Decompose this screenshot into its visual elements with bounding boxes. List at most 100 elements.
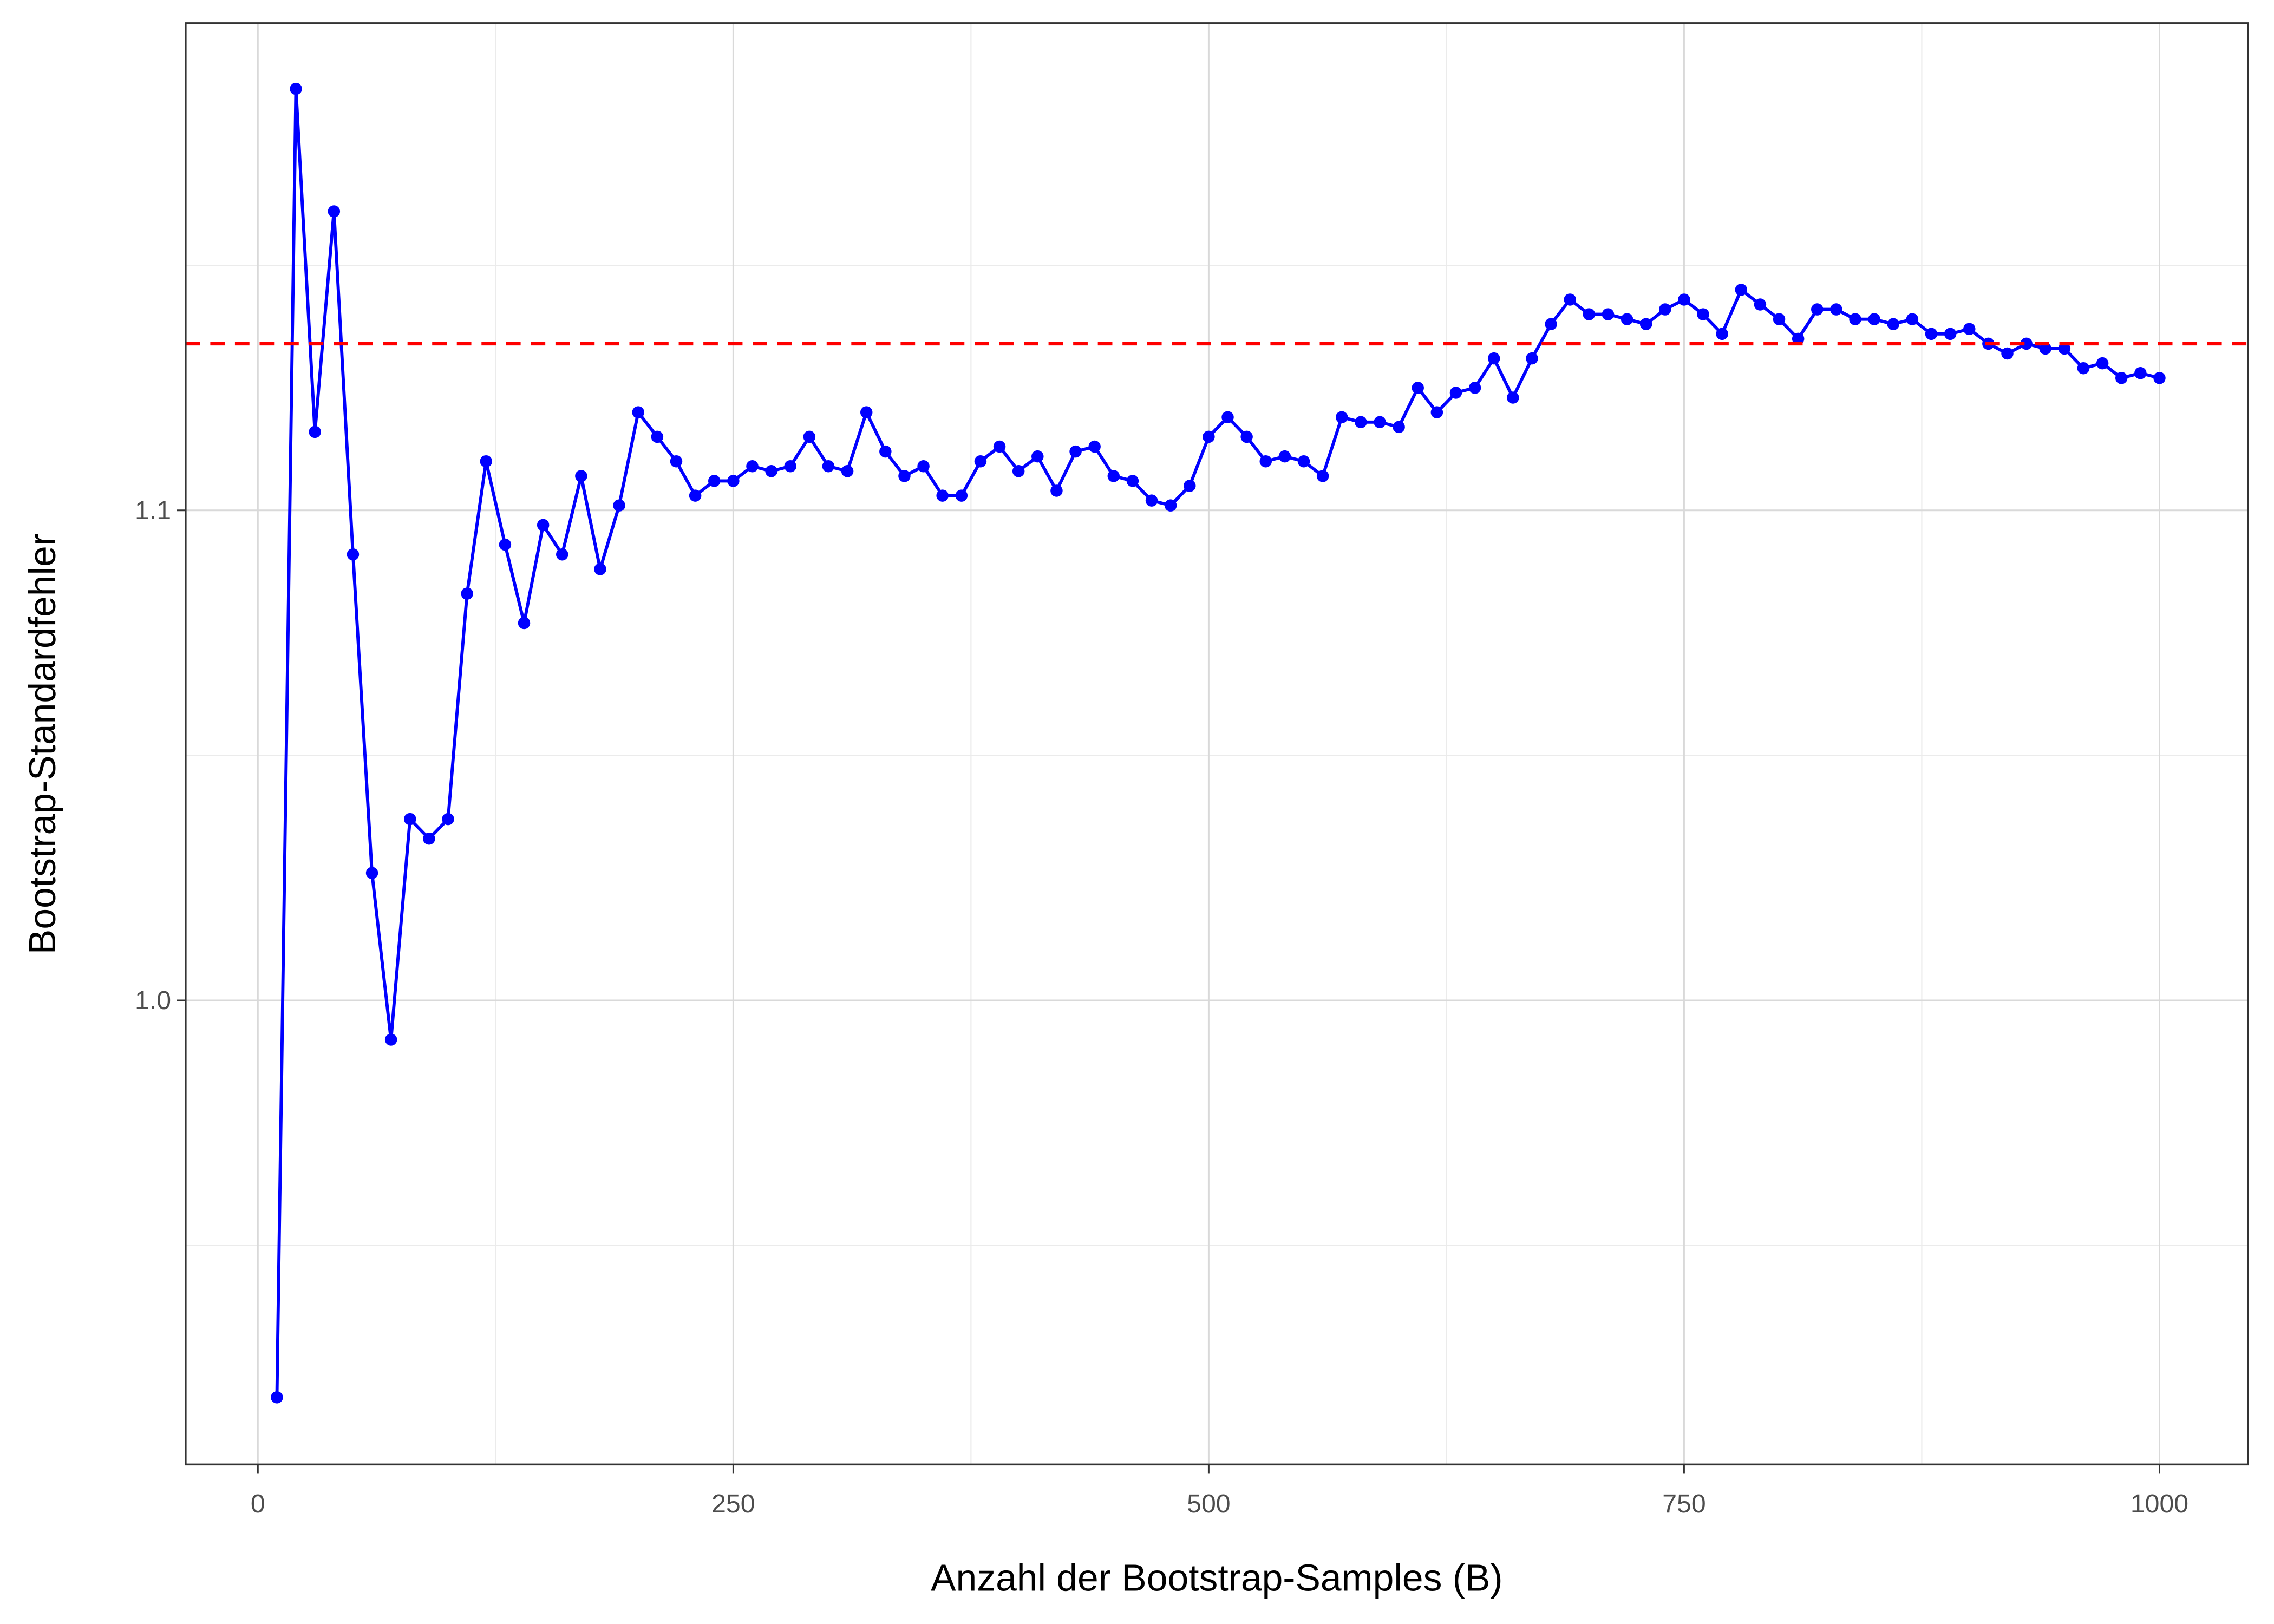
data-point: [1203, 430, 1215, 443]
data-point: [1221, 411, 1234, 423]
data-point: [2039, 342, 2051, 355]
data-point: [1906, 313, 1919, 325]
data-point: [803, 430, 816, 443]
data-point: [442, 813, 454, 826]
data-point: [1735, 284, 1748, 296]
data-point: [1564, 293, 1576, 306]
data-point: [1412, 382, 1424, 394]
data-point: [1184, 480, 1196, 492]
data-point: [1278, 450, 1291, 463]
data-point: [1335, 411, 1348, 423]
x-tick-label: 500: [1187, 1489, 1230, 1518]
data-point: [423, 833, 435, 845]
data-point: [271, 1391, 283, 1404]
data-point: [1430, 406, 1443, 418]
data-point: [1963, 323, 1976, 336]
data-point: [1925, 328, 1938, 340]
data-point: [841, 465, 854, 477]
data-point: [936, 489, 949, 502]
y-axis-title: Bootstrap-Standardfehler: [21, 533, 63, 954]
data-point: [404, 813, 416, 826]
data-point: [309, 425, 321, 438]
data-point: [1088, 440, 1101, 453]
data-point: [974, 455, 987, 468]
data-point: [1773, 313, 1786, 325]
data-point: [1145, 494, 1158, 507]
data-point: [556, 548, 568, 561]
data-point: [1659, 303, 1671, 316]
data-point: [1639, 318, 1652, 330]
data-point: [1583, 308, 1596, 320]
data-point: [2096, 357, 2109, 370]
data-point: [1468, 382, 1481, 394]
data-point: [1716, 328, 1728, 340]
data-point: [328, 205, 341, 218]
panel-border: [185, 22, 2249, 1466]
data-point: [1069, 445, 1082, 458]
data-point: [955, 489, 968, 502]
data-point: [1887, 318, 1900, 330]
x-tick-label: 0: [251, 1489, 265, 1518]
data-point: [2058, 342, 2071, 355]
data-point: [1449, 387, 1462, 399]
data-point: [1355, 416, 1367, 429]
data-point: [461, 587, 473, 600]
data-point: [1374, 416, 1386, 429]
data-point: [290, 82, 302, 95]
data-point: [1849, 313, 1861, 325]
data-point: [879, 445, 892, 458]
data-point: [1545, 318, 1557, 330]
data-point: [1526, 352, 1538, 365]
data-point: [727, 475, 740, 487]
data-point: [384, 1033, 397, 1046]
x-tick-label: 1000: [2131, 1489, 2188, 1518]
data-point: [1830, 303, 1842, 316]
data-point: [1620, 313, 1633, 325]
x-axis-title: Anzahl der Bootstrap-Samples (B): [931, 1556, 1502, 1599]
x-tick-label: 750: [1662, 1489, 1706, 1518]
data-point: [518, 617, 531, 630]
data-point: [1868, 313, 1880, 325]
data-point: [1050, 484, 1063, 497]
data-line: [275, 89, 2160, 1398]
data-point: [1944, 328, 1957, 340]
y-tick-label: 1.0: [135, 986, 171, 1015]
data-point: [917, 460, 930, 473]
data-point: [1393, 421, 1405, 434]
data-point: [1678, 293, 1690, 306]
data-point: [993, 440, 1006, 453]
data-point: [537, 519, 550, 532]
data-point: [575, 470, 587, 482]
data-point: [2020, 337, 2033, 350]
data-point: [1792, 332, 1805, 345]
data-point: [1031, 450, 1044, 463]
data-point: [1487, 352, 1500, 365]
data-point: [1602, 308, 1615, 320]
data-point: [2115, 372, 2128, 384]
data-point: [746, 460, 759, 473]
data-point: [1297, 455, 1310, 468]
data-point: [1697, 308, 1709, 320]
data-point: [632, 406, 644, 418]
data-point: [365, 867, 378, 879]
data-point: [499, 538, 512, 551]
data-point: [784, 460, 796, 473]
data-point: [1754, 298, 1767, 311]
data-point: [860, 406, 873, 418]
data-point: [2001, 347, 2014, 360]
data-point: [2077, 362, 2090, 375]
data-point: [765, 465, 777, 477]
data-point: [670, 455, 683, 468]
data-point: [2153, 372, 2166, 384]
data-point: [1164, 499, 1177, 512]
data-point: [708, 475, 721, 487]
data-point: [689, 489, 702, 502]
data-point: [2134, 366, 2147, 379]
data-point: [1240, 430, 1253, 443]
data-point: [822, 460, 835, 473]
data-point: [613, 499, 625, 512]
data-point: [898, 470, 911, 482]
